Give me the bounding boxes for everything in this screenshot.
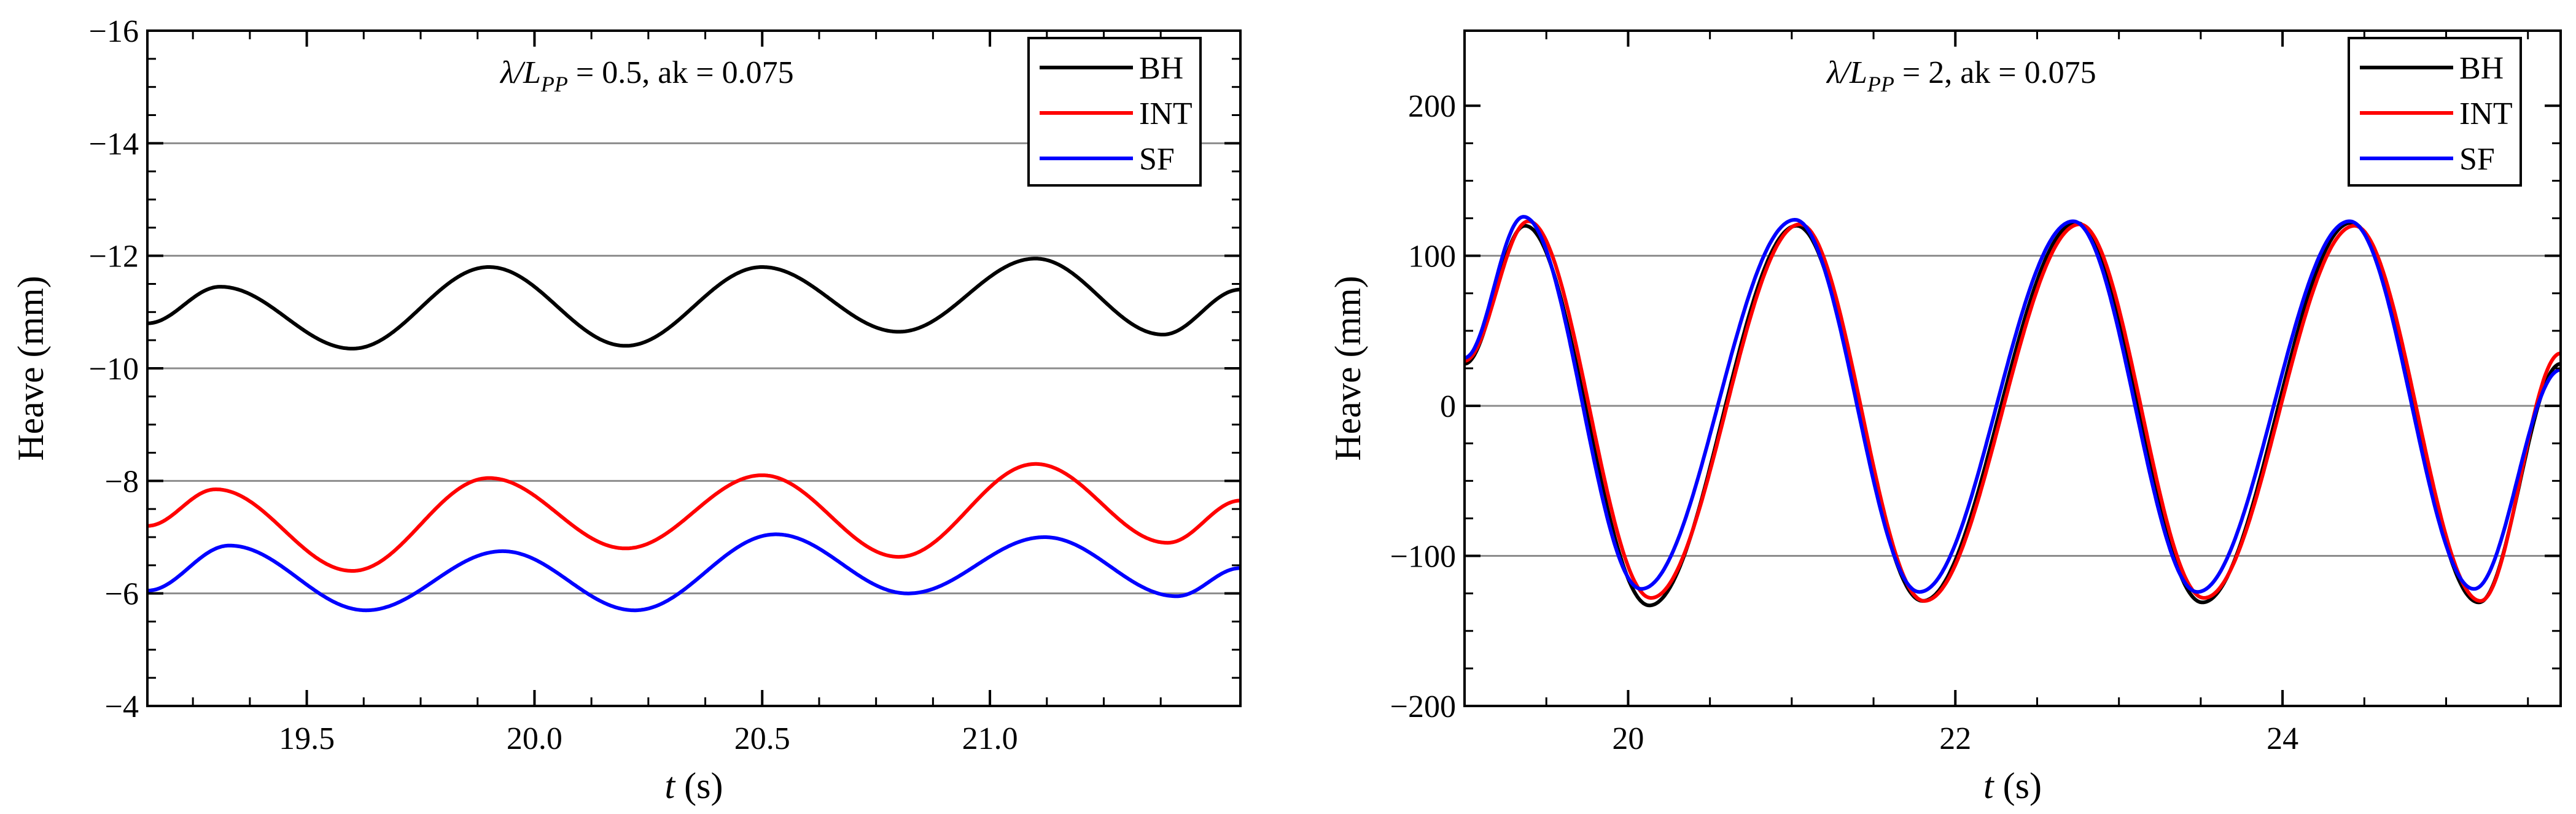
x-tick-label: 24 [2267,721,2298,756]
y-tick-label: −12 [89,239,139,274]
x-tick-label: 20.5 [734,721,790,756]
x-tick-label: 21.0 [962,721,1018,756]
series-line-int [1465,219,2561,603]
x-tick-label: 20 [1612,721,1644,756]
legend-label-bh: BH [2459,51,2504,86]
x-tick-label: 22 [1939,721,1971,756]
annotation: λ/LPP = 0.5, ak = 0.075 [499,55,794,96]
legend-label-int: INT [2459,96,2513,131]
legend-label-sf: SF [2459,142,2495,177]
y-tick-label: −14 [89,126,139,161]
y-tick-label: −8 [105,464,139,499]
y-tick-label: −100 [1390,540,1456,575]
y-axis-label: Heave (mm) [10,276,51,461]
legend-label-bh: BH [1139,51,1183,86]
series-line-int [147,462,1240,573]
x-tick-label: 19.5 [279,721,335,756]
y-tick-label: 100 [1408,239,1456,274]
y-tick-label: −10 [89,352,139,387]
x-axis-label: t (s) [665,766,723,806]
legend-label-sf: SF [1139,142,1175,177]
series-line-bh [147,257,1240,351]
y-tick-label: 200 [1408,89,1456,124]
x-axis-label: t (s) [1983,766,2042,806]
y-tick-label: −16 [89,14,139,49]
legend-label-int: INT [1139,96,1193,131]
y-tick-label: −6 [105,577,139,612]
y-tick-label: −4 [105,689,139,724]
series-line-sf [147,532,1240,613]
y-axis-label: Heave (mm) [1328,276,1368,461]
series-group [147,257,1240,613]
x-tick-label: 20.0 [507,721,562,756]
chart-panel-left: −16 −14 −12 −10 −8 −6 −4 19.5 20.0 20.5 21.0 t (s) H… [10,14,1242,806]
series-line-sf [1465,215,2561,594]
series-line-bh [1465,220,2561,608]
y-tick-label: 0 [1440,389,1456,424]
series-group [1465,215,2561,608]
annotation: λ/LPP = 2, ak = 0.075 [1826,55,2096,96]
chart-panel-right: −200 −100 0 100 200 20 22 24 t (s) Heave (mm) λ/LP… [1328,29,2562,806]
y-tick-label: −200 [1390,689,1456,724]
